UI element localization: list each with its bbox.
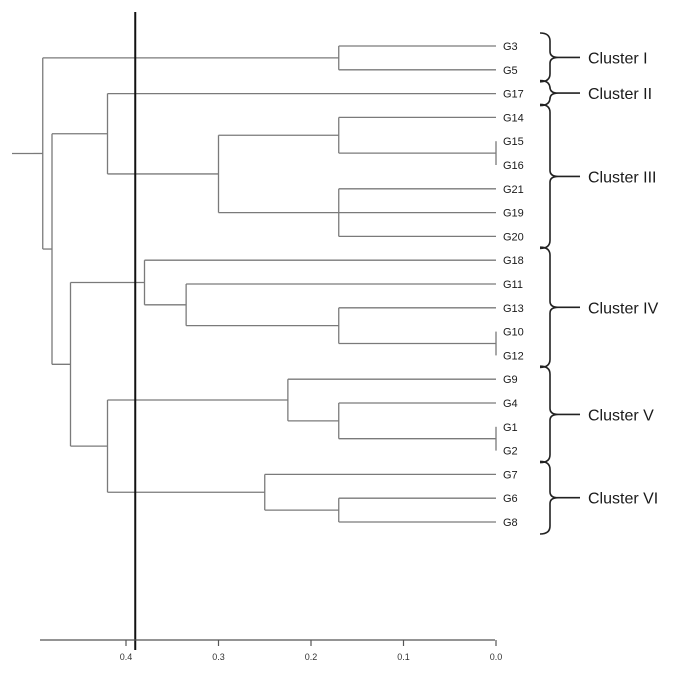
leaf-label-g3: G3 [503,41,518,53]
cluster-brace-2 [539,79,559,107]
leaf-label-g9: G9 [503,374,518,386]
leaf-label-g17: G17 [503,89,524,101]
cluster-brace-5 [539,365,559,464]
leaf-label-g18: G18 [503,255,524,267]
cluster-label-4: Cluster IV [588,300,659,317]
cluster-label-5: Cluster V [588,407,654,424]
cluster-label-3: Cluster III [588,169,656,186]
leaf-label-g20: G20 [503,231,524,243]
cluster-brace-1 [539,32,559,83]
leaf-label-g13: G13 [503,303,524,315]
leaf-label-g21: G21 [503,184,524,196]
leaf-label-g12: G12 [503,350,524,362]
leaf-label-g1: G1 [503,422,518,434]
cluster-label-2: Cluster II [588,86,652,103]
axis-tick-label: 0.3 [212,652,225,662]
leaf-label-g8: G8 [503,517,518,529]
leaf-label-g4: G4 [503,398,518,410]
leaf-label-g2: G2 [503,446,518,458]
axis-tick-label: 0.1 [397,652,410,662]
leaf-label-g14: G14 [503,112,524,124]
leaf-label-g6: G6 [503,493,518,505]
leaf-label-g19: G19 [503,208,524,220]
cluster-label-1: Cluster I [588,50,648,67]
distance-axis: 0.4 0.3 0.2 0.1 0.0 [40,639,503,662]
leaf-label-g10: G10 [503,327,524,339]
cluster-label-6: Cluster VI [588,491,658,508]
dendrogram-branches [12,45,497,523]
leaf-label-g11: G11 [503,279,523,291]
leaf-label-g16: G16 [503,160,524,172]
axis-tick-label: 0.2 [305,652,318,662]
leaf-label-g5: G5 [503,65,518,77]
cluster-braces: Cluster I Cluster II Cluster III Cluster IV… [539,32,659,535]
cluster-brace-3 [539,103,559,250]
axis-tick-label: 0.4 [120,652,133,662]
axis-tick-label: 0.0 [490,652,503,662]
leaf-label-g7: G7 [503,469,518,481]
cluster-brace-6 [539,460,559,535]
leaf-label-g15: G15 [503,136,524,148]
leaf-labels: G3 G5 G17 G14 G15 G16 G21 G19 G20 G18 G11 G13 G10 G12… [503,41,524,529]
cluster-brace-4 [539,246,559,369]
